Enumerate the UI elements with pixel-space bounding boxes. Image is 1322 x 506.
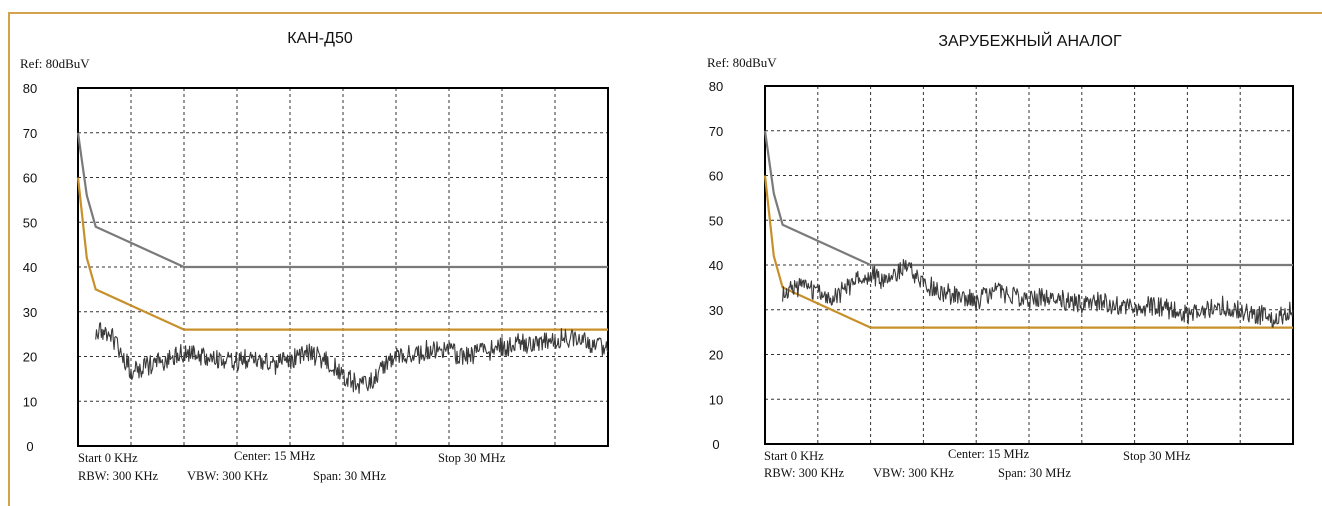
limit-line-gray [76, 132, 608, 269]
info-rbw: RBW: 300 KHz [78, 469, 159, 483]
limit-line-orange [76, 177, 608, 331]
chart-title: КАН-Д50 [287, 30, 353, 47]
ref-label: Ref: 80dBuV [20, 56, 90, 71]
chart-panel-left: КАН-Д50 Ref: 80dBuV 0 10 20 30 40 50 60 70 80 St… [20, 30, 609, 483]
y-tick-label: 70 [23, 126, 37, 141]
info-center: Center: 15 MHz [234, 449, 316, 463]
y-tick-label: 10 [23, 394, 37, 409]
y-axis-ticks: 0 10 20 30 40 50 60 70 80 [23, 81, 37, 454]
y-tick-label: 30 [23, 305, 37, 320]
limit-line-orange [763, 175, 1293, 329]
y-tick-label: 40 [23, 260, 37, 275]
info-rbw: RBW: 300 KHz [764, 466, 845, 480]
chart-left: КАН-Д50 Ref: 80dBuV 0 10 20 30 40 50 60 70 80 St… [20, 30, 609, 483]
frame-left-border [8, 12, 10, 506]
ref-label: Ref: 80dBuV [707, 55, 777, 70]
info-center: Center: 15 MHz [948, 447, 1030, 461]
info-start: Start 0 KHz [78, 451, 138, 465]
y-axis-ticks: 0 10 20 30 40 50 60 70 80 [709, 79, 723, 452]
limit-line-gray [763, 130, 1293, 267]
y-tick-label: 50 [23, 215, 37, 230]
chart-panel-right: ЗАРУБЕЖНЫЙ АНАЛОГ Ref: 80dBuV 0 10 20 30 40 5… [661, 0, 1322, 506]
y-tick-label: 80 [709, 79, 723, 94]
chart-title: ЗАРУБЕЖНЫЙ АНАЛОГ [938, 31, 1122, 50]
chart-right: ЗАРУБЕЖНЫЙ АНАЛОГ Ref: 80dBuV 0 10 20 30 40 5… [707, 31, 1294, 480]
y-tick-label: 60 [709, 169, 723, 184]
y-tick-label: 10 [709, 392, 723, 407]
info-start: Start 0 KHz [764, 449, 824, 463]
y-tick-label: 20 [709, 348, 723, 363]
series-layer [76, 132, 609, 394]
measured-noise-trace [95, 322, 609, 394]
series-layer [763, 130, 1294, 329]
y-tick-label: 20 [23, 350, 37, 365]
frame-top-border [8, 12, 1322, 14]
y-tick-label: 70 [709, 124, 723, 139]
y-tick-label: 80 [23, 81, 37, 96]
info-vbw: VBW: 300 KHz [873, 466, 954, 480]
y-tick-label: 0 [712, 437, 719, 452]
measured-noise-trace [782, 258, 1294, 328]
y-tick-label: 50 [709, 213, 723, 228]
y-tick-label: 30 [709, 303, 723, 318]
info-span: Span: 30 MHz [313, 469, 386, 483]
info-stop: Stop 30 MHz [438, 451, 506, 465]
info-vbw: VBW: 300 KHz [187, 469, 268, 483]
y-tick-label: 0 [26, 439, 33, 454]
info-span: Span: 30 MHz [998, 466, 1071, 480]
info-stop: Stop 30 MHz [1123, 449, 1191, 463]
y-tick-label: 60 [23, 171, 37, 186]
y-tick-label: 40 [709, 258, 723, 273]
